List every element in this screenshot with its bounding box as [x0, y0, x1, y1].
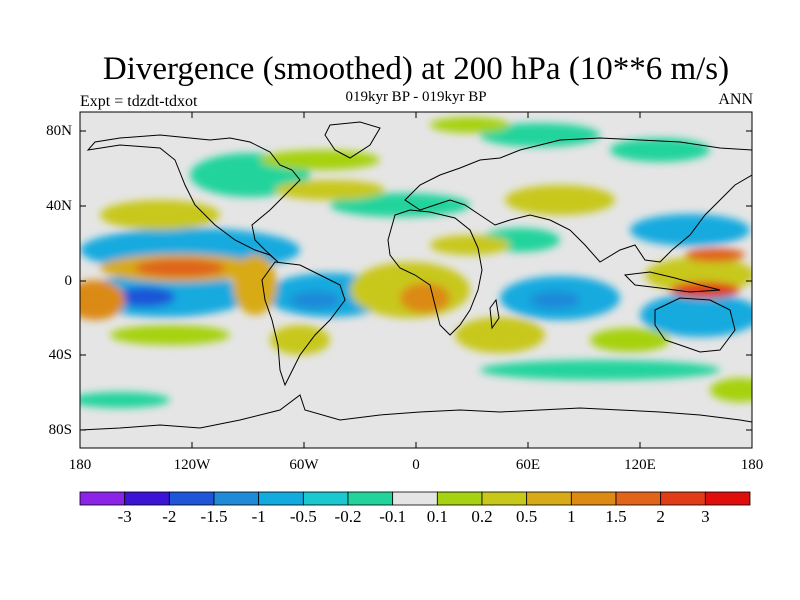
lon-label-120e: 120E: [624, 457, 656, 473]
colorbar-label: 2: [656, 507, 665, 526]
colorbar-label: -1.5: [200, 507, 228, 526]
colorbar-swatch: [704, 491, 751, 506]
figure-subtitle: 019kyr BP - 019kyr BP: [345, 89, 487, 105]
lon-label-60e: 60E: [515, 457, 541, 473]
colorbar-swatch: [347, 491, 394, 506]
lon-ticks: [79, 112, 641, 448]
colorbar-swatch: [660, 491, 706, 506]
colorbar-label: -0.1: [379, 507, 407, 526]
lat-ticks: [80, 130, 752, 431]
colorbar-swatch: [436, 491, 483, 506]
colorbar-swatch: [302, 491, 349, 506]
lon-label-0: 0: [412, 457, 420, 473]
lon-label-120w: 120W: [173, 457, 211, 473]
colorbar-label: 0.2: [471, 507, 493, 526]
colorbar-swatch: [79, 491, 126, 506]
colorbar-label: -2: [162, 507, 177, 526]
colorbar-swatch: [168, 491, 215, 506]
colorbar-swatch: [570, 491, 617, 506]
lat-label-eq: 0: [64, 273, 73, 289]
colorbar: [79, 491, 751, 506]
lon-label-180e: 180: [740, 457, 764, 473]
colorbar-swatch: [615, 491, 662, 506]
colorbar-label: 1.5: [605, 507, 627, 526]
colorbar-swatch: [124, 491, 170, 506]
colorbar-label: -0.5: [289, 507, 317, 526]
experiment-label: Expt = tdzdt-tdxot: [80, 93, 198, 110]
divergence-field: [80, 112, 752, 448]
colorbar-swatch: [213, 491, 260, 506]
lat-label-80s: 80S: [48, 422, 72, 438]
lat-label-40n: 40N: [46, 198, 72, 214]
colorbar-label: -3: [117, 507, 132, 526]
colorbar-swatch: [258, 491, 304, 506]
colorbar-swatch: [526, 491, 572, 506]
colorbar-label: 1: [567, 507, 576, 526]
colorbar-label: 0.1: [426, 507, 448, 526]
colorbar-swatch: [481, 491, 528, 506]
lat-label-40s: 40S: [48, 347, 72, 363]
figure-title: Divergence (smoothed) at 200 hPa (10**6 …: [102, 51, 730, 87]
colorbar-label: -0.2: [334, 507, 362, 526]
colorbar-label: 3: [701, 507, 710, 526]
lon-label-60w: 60W: [289, 457, 319, 473]
colorbar-swatch: [392, 491, 438, 506]
season-label: ANN: [718, 91, 753, 108]
colorbar-label: 0.5: [516, 507, 538, 526]
colorbar-label: -1: [251, 507, 266, 526]
coastlines: [80, 121, 752, 431]
lon-label-180w: 180: [68, 457, 92, 473]
lat-label-80n: 80N: [46, 123, 72, 139]
